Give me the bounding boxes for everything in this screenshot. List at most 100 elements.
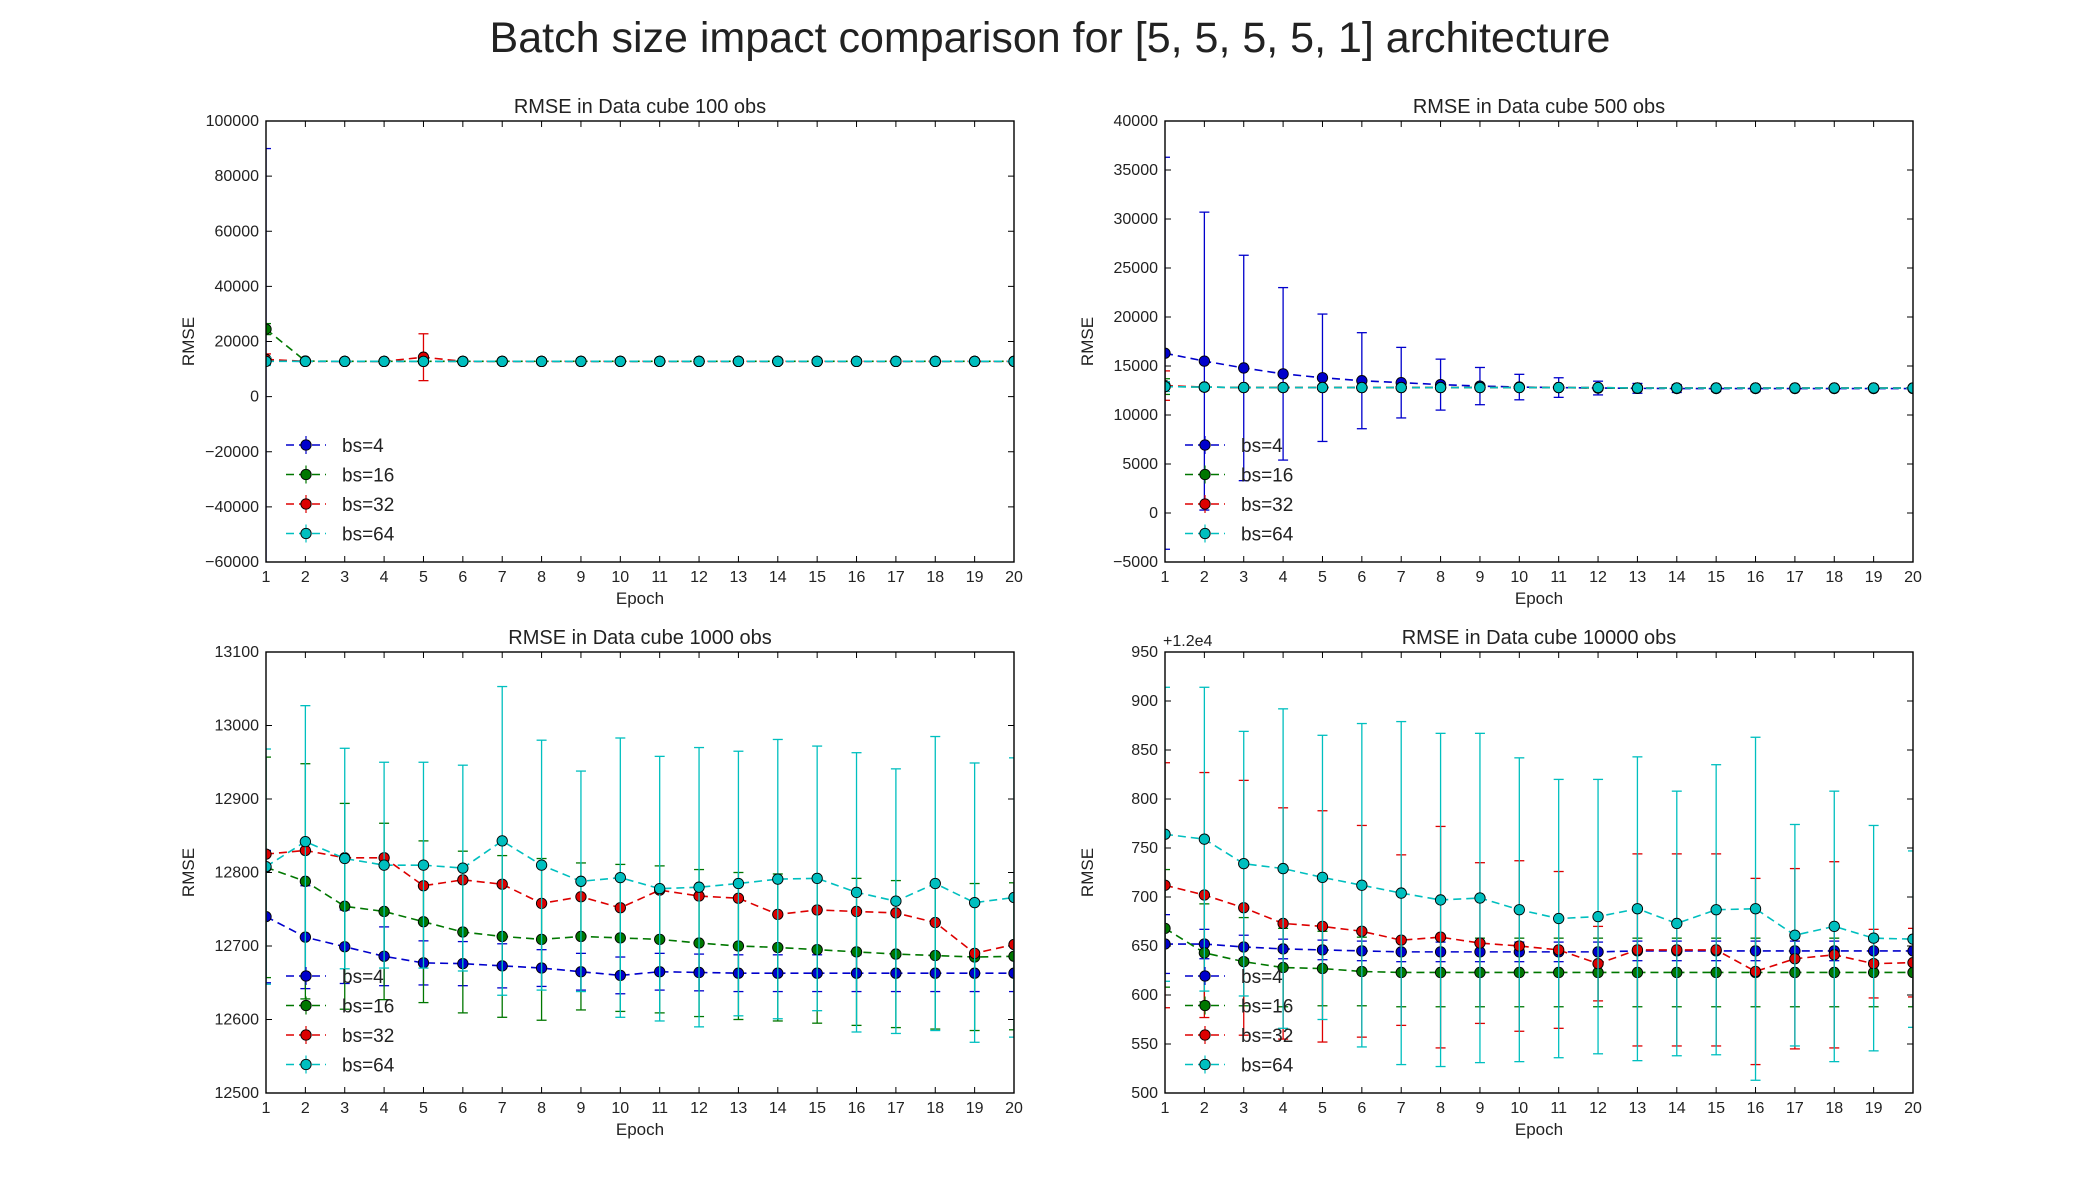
data-point <box>1277 368 1289 380</box>
y-tick-label: 550 <box>1131 1036 1158 1053</box>
x-tick-label: 5 <box>419 569 428 586</box>
y-tick-label: 700 <box>1131 889 1158 906</box>
x-tick-label: 13 <box>1629 1100 1647 1117</box>
data-point <box>535 355 548 367</box>
data-point <box>339 852 351 865</box>
legend-marker <box>1199 527 1211 540</box>
plot-area <box>266 147 1014 562</box>
legend-label: bs=4 <box>342 436 384 457</box>
x-tick-label: 9 <box>576 1100 585 1117</box>
x-tick-label: 8 <box>537 569 546 586</box>
x-tick-label: 17 <box>887 1100 905 1117</box>
x-axis-label: Epoch <box>616 589 664 608</box>
data-point <box>266 848 272 860</box>
series-bs=32 <box>1165 762 1913 1066</box>
data-point <box>299 835 312 848</box>
x-tick-label: 5 <box>1318 1100 1327 1117</box>
x-tick-label: 16 <box>1747 1100 1765 1117</box>
legend-label: bs=64 <box>342 525 395 546</box>
x-tick-label: 13 <box>730 1100 748 1117</box>
x-tick-label: 4 <box>380 1100 389 1117</box>
x-tick-label: 3 <box>340 1100 349 1117</box>
x-tick-label: 2 <box>1200 569 1209 586</box>
series-bs=16 <box>1165 378 1913 396</box>
data-point <box>1671 382 1683 394</box>
legend-marker <box>300 999 312 1012</box>
legend-label: bs=64 <box>342 1056 395 1077</box>
data-point <box>1238 858 1250 870</box>
data-point <box>850 886 863 898</box>
y-tick-label: 25000 <box>1114 260 1159 277</box>
legend-label: bs=16 <box>1241 997 1293 1018</box>
x-tick-label: 16 <box>848 569 866 586</box>
data-point <box>1867 932 1880 944</box>
legend-marker <box>300 527 312 540</box>
series-line <box>266 849 1014 955</box>
x-tick-label: 4 <box>380 569 389 586</box>
data-point <box>1828 382 1840 394</box>
x-tick-label: 18 <box>1825 569 1843 586</box>
data-point <box>811 872 823 885</box>
y-tick-label: 650 <box>1131 938 1158 955</box>
x-tick-label: 3 <box>340 569 349 586</box>
y-tick-label: −5000 <box>1113 554 1158 571</box>
data-point <box>1277 381 1289 394</box>
y-tick-label: −20000 <box>205 444 259 461</box>
data-point <box>1710 382 1722 394</box>
y-tick-label: 500 <box>1131 1085 1158 1102</box>
x-tick-label: 7 <box>498 1100 507 1117</box>
x-tick-label: 1 <box>262 569 271 586</box>
legend-label: bs=32 <box>1241 495 1293 516</box>
x-tick-label: 1 <box>1161 569 1170 586</box>
x-tick-label: 2 <box>301 569 310 586</box>
x-tick-label: 17 <box>887 569 905 586</box>
data-point <box>575 355 587 367</box>
x-tick-label: 11 <box>651 1100 668 1117</box>
data-point <box>1434 894 1447 906</box>
y-tick-label: 0 <box>250 389 259 406</box>
x-tick-label: 17 <box>1786 1100 1804 1117</box>
x-tick-label: 6 <box>458 569 467 586</box>
data-point <box>1907 945 1913 957</box>
legend-label: bs=32 <box>1241 1026 1293 1047</box>
y-tick-label: 13000 <box>215 718 260 735</box>
data-point <box>693 881 705 893</box>
data-point <box>811 355 823 367</box>
subplot-title: RMSE in Data cube 1000 obs <box>508 627 772 649</box>
data-point <box>1277 862 1289 875</box>
series-line <box>1165 384 1913 389</box>
data-point <box>1592 381 1604 394</box>
y-tick-label: 40000 <box>1114 113 1159 130</box>
data-point <box>968 355 981 367</box>
x-tick-label: 7 <box>498 569 507 586</box>
y-tick-label: 12500 <box>215 1085 260 1102</box>
series-line <box>1165 927 1913 974</box>
x-tick-label: 7 <box>1397 569 1406 586</box>
plot-area <box>266 685 1014 1043</box>
legend-label: bs=16 <box>1241 466 1293 487</box>
x-tick-label: 4 <box>1279 569 1288 586</box>
data-point <box>1710 904 1722 916</box>
x-tick-label: 12 <box>1589 569 1607 586</box>
data-point <box>1631 903 1644 915</box>
data-point <box>1631 382 1644 394</box>
data-point <box>654 355 666 367</box>
y-tick-label: −60000 <box>205 554 259 571</box>
x-tick-label: 9 <box>1475 569 1484 586</box>
data-point <box>968 896 981 909</box>
series-line <box>1165 833 1913 940</box>
y-tick-label: 80000 <box>215 168 260 185</box>
x-tick-label: 18 <box>926 1100 944 1117</box>
legend-marker <box>1199 970 1211 982</box>
y-tick-label: 12600 <box>215 1012 260 1029</box>
x-tick-label: 9 <box>1475 1100 1484 1117</box>
data-point <box>1238 362 1250 374</box>
figure-title: Batch size impact comparison for [5, 5, … <box>489 14 1611 62</box>
data-point <box>1198 381 1211 393</box>
data-point <box>266 323 272 335</box>
subplot-title: RMSE in Data cube 10000 obs <box>1402 627 1677 649</box>
x-tick-label: 1 <box>1161 1100 1170 1117</box>
data-point <box>266 910 272 923</box>
